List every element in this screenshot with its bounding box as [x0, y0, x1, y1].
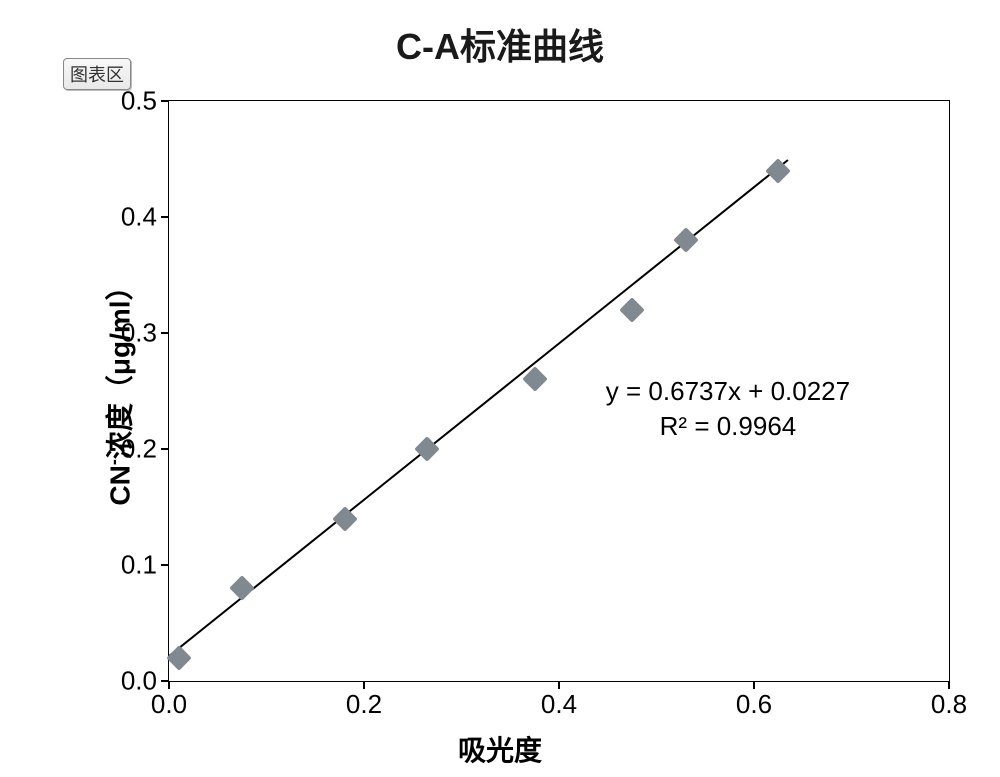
data-marker [766, 158, 791, 183]
plot-area: y = 0.6737x + 0.0227 R² = 0.9964 0.00.10… [168, 100, 950, 682]
equation-annotation: y = 0.6737x + 0.0227 R² = 0.9964 [606, 374, 850, 444]
data-marker [229, 575, 254, 600]
x-axis-label: 吸光度 [0, 729, 1000, 769]
equation-line-2: R² = 0.9964 [606, 409, 850, 444]
data-marker [166, 645, 191, 670]
x-tick-mark [168, 681, 170, 689]
x-tick-mark [558, 681, 560, 689]
equation-line-1: y = 0.6737x + 0.0227 [606, 374, 850, 409]
y-label-post: 浓度（μg/ml） [105, 272, 136, 459]
y-tick-mark [161, 100, 169, 102]
chart-title: C-A标准曲线 [0, 18, 1000, 70]
y-tick-label: 0.3 [67, 318, 169, 349]
chart-container: C-A标准曲线 图表区 CN-浓度（μg/ml） y = 0.6737x + 0… [0, 0, 1000, 777]
data-marker [619, 297, 644, 322]
y-tick-label: 0.4 [67, 202, 169, 233]
y-tick-mark [161, 448, 169, 450]
x-tick-mark [948, 681, 950, 689]
data-marker [332, 506, 357, 531]
x-tick-mark [753, 681, 755, 689]
y-tick-mark [161, 564, 169, 566]
x-tick-mark [363, 681, 365, 689]
y-tick-mark [161, 216, 169, 218]
y-label-pre: CN [105, 465, 136, 505]
y-tick-label: 0.2 [67, 434, 169, 465]
y-tick-label: 0.5 [67, 86, 169, 117]
y-tick-label: 0.1 [67, 550, 169, 581]
y-tick-mark [161, 332, 169, 334]
y-axis-label: CN-浓度（μg/ml） [99, 272, 139, 505]
